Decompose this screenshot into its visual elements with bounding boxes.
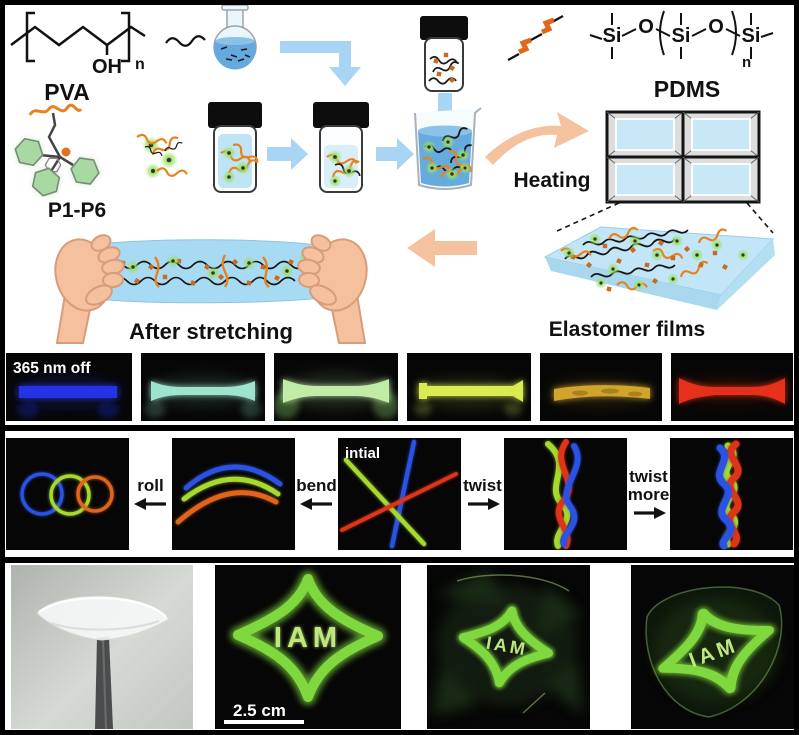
twist-more-step: twist more — [627, 466, 670, 521]
twisted-more-strips-panel — [670, 438, 793, 550]
right-arrow-2 — [376, 138, 414, 170]
uv-annotation: 365 nm off — [13, 360, 91, 377]
p1p6-molecule-icon — [11, 103, 102, 199]
twisted-strips-panel — [504, 438, 627, 550]
pdms-label: PDMS — [654, 76, 720, 102]
iam-logo-photo: IAM IAM 2.5 cm — [215, 564, 401, 729]
roll-step: roll — [129, 475, 172, 512]
scale-bar — [224, 719, 304, 724]
roll-label: roll — [137, 475, 164, 495]
uv-strip-panel-blue: 365 nm off — [6, 353, 132, 421]
vial-a-icon — [208, 102, 262, 193]
transparent-film-photo — [11, 564, 193, 729]
elastomer-films-label: Elastomer films — [549, 318, 705, 341]
pva-oh: OH — [92, 56, 122, 78]
synthesis-scheme-section: OH n PVA — [5, 5, 794, 349]
film-molds-icon — [605, 110, 761, 204]
pdms-structure-icon: Si O Si O Si n — [589, 10, 774, 71]
uv-strips-section: 365 nm off — [5, 349, 794, 425]
left-arrow-icon — [133, 498, 166, 511]
twist-more-label: twist more — [627, 466, 670, 504]
scale-bar-label: 2.5 cm — [233, 701, 286, 720]
heating-arrow — [485, 112, 589, 165]
top-vial-icon — [420, 16, 468, 92]
right-arrow-1 — [267, 138, 308, 170]
uv-strip-panel-cyan — [141, 353, 265, 421]
pva-label: PVA — [44, 79, 90, 105]
after-stretching-label: After stretching — [129, 319, 293, 344]
luminogen-molecule-icon — [507, 15, 564, 61]
svg-text:n: n — [742, 54, 751, 71]
right-arrow-icon — [467, 498, 500, 511]
svg-text:IAM: IAM — [274, 622, 342, 654]
svg-text:O: O — [708, 16, 724, 38]
bend-label: bend — [296, 475, 337, 495]
bent-down-arrow — [280, 41, 361, 86]
elastomer-slab-icon — [543, 226, 775, 310]
bent-strips-panel — [172, 438, 295, 550]
uv-strip-panel-amber — [540, 353, 662, 421]
twist-label: twist — [463, 475, 502, 495]
uv-strip-panel-green — [274, 353, 398, 421]
p1p6-label: P1-P6 — [48, 199, 106, 222]
polymer-coil-icon — [165, 35, 206, 47]
crumpled-film-photo: IAM — [427, 564, 590, 729]
rolled-strips-panel — [6, 438, 129, 550]
zoom-dashed-lines — [556, 202, 774, 234]
heating-label: Heating — [513, 169, 590, 192]
left-hand-icon — [54, 234, 125, 344]
initial-strips-panel: intial — [338, 438, 461, 550]
svg-text:Si: Si — [603, 25, 622, 47]
bottom-photos-section: IAM IAM 2.5 cm IAM — [5, 563, 794, 730]
right-arrow-icon — [633, 507, 666, 520]
svg-text:O: O — [638, 16, 654, 38]
pva-subscript-n: n — [135, 56, 145, 73]
beaker-icon — [414, 107, 482, 190]
initial-label: intial — [345, 445, 380, 462]
flask-icon — [213, 5, 257, 70]
labeled-polymer-cluster-icon — [135, 130, 189, 181]
left-arrow — [407, 229, 477, 267]
folded-film-photo: IAM — [631, 564, 794, 729]
left-arrow-icon — [299, 498, 332, 511]
svg-text:Si: Si — [742, 25, 761, 47]
vial-b-icon — [313, 102, 369, 193]
uv-strip-panel-red — [671, 353, 793, 421]
right-hand-icon — [297, 234, 368, 344]
bend-step: bend — [295, 475, 338, 512]
uv-strip-panel-yellow — [407, 353, 531, 421]
manipulation-section: roll bend intial — [5, 431, 794, 557]
svg-text:IAM: IAM — [274, 622, 342, 654]
pva-structure-icon — [10, 11, 146, 63]
svg-text:Si: Si — [672, 25, 691, 47]
twist-step: twist — [461, 475, 504, 512]
